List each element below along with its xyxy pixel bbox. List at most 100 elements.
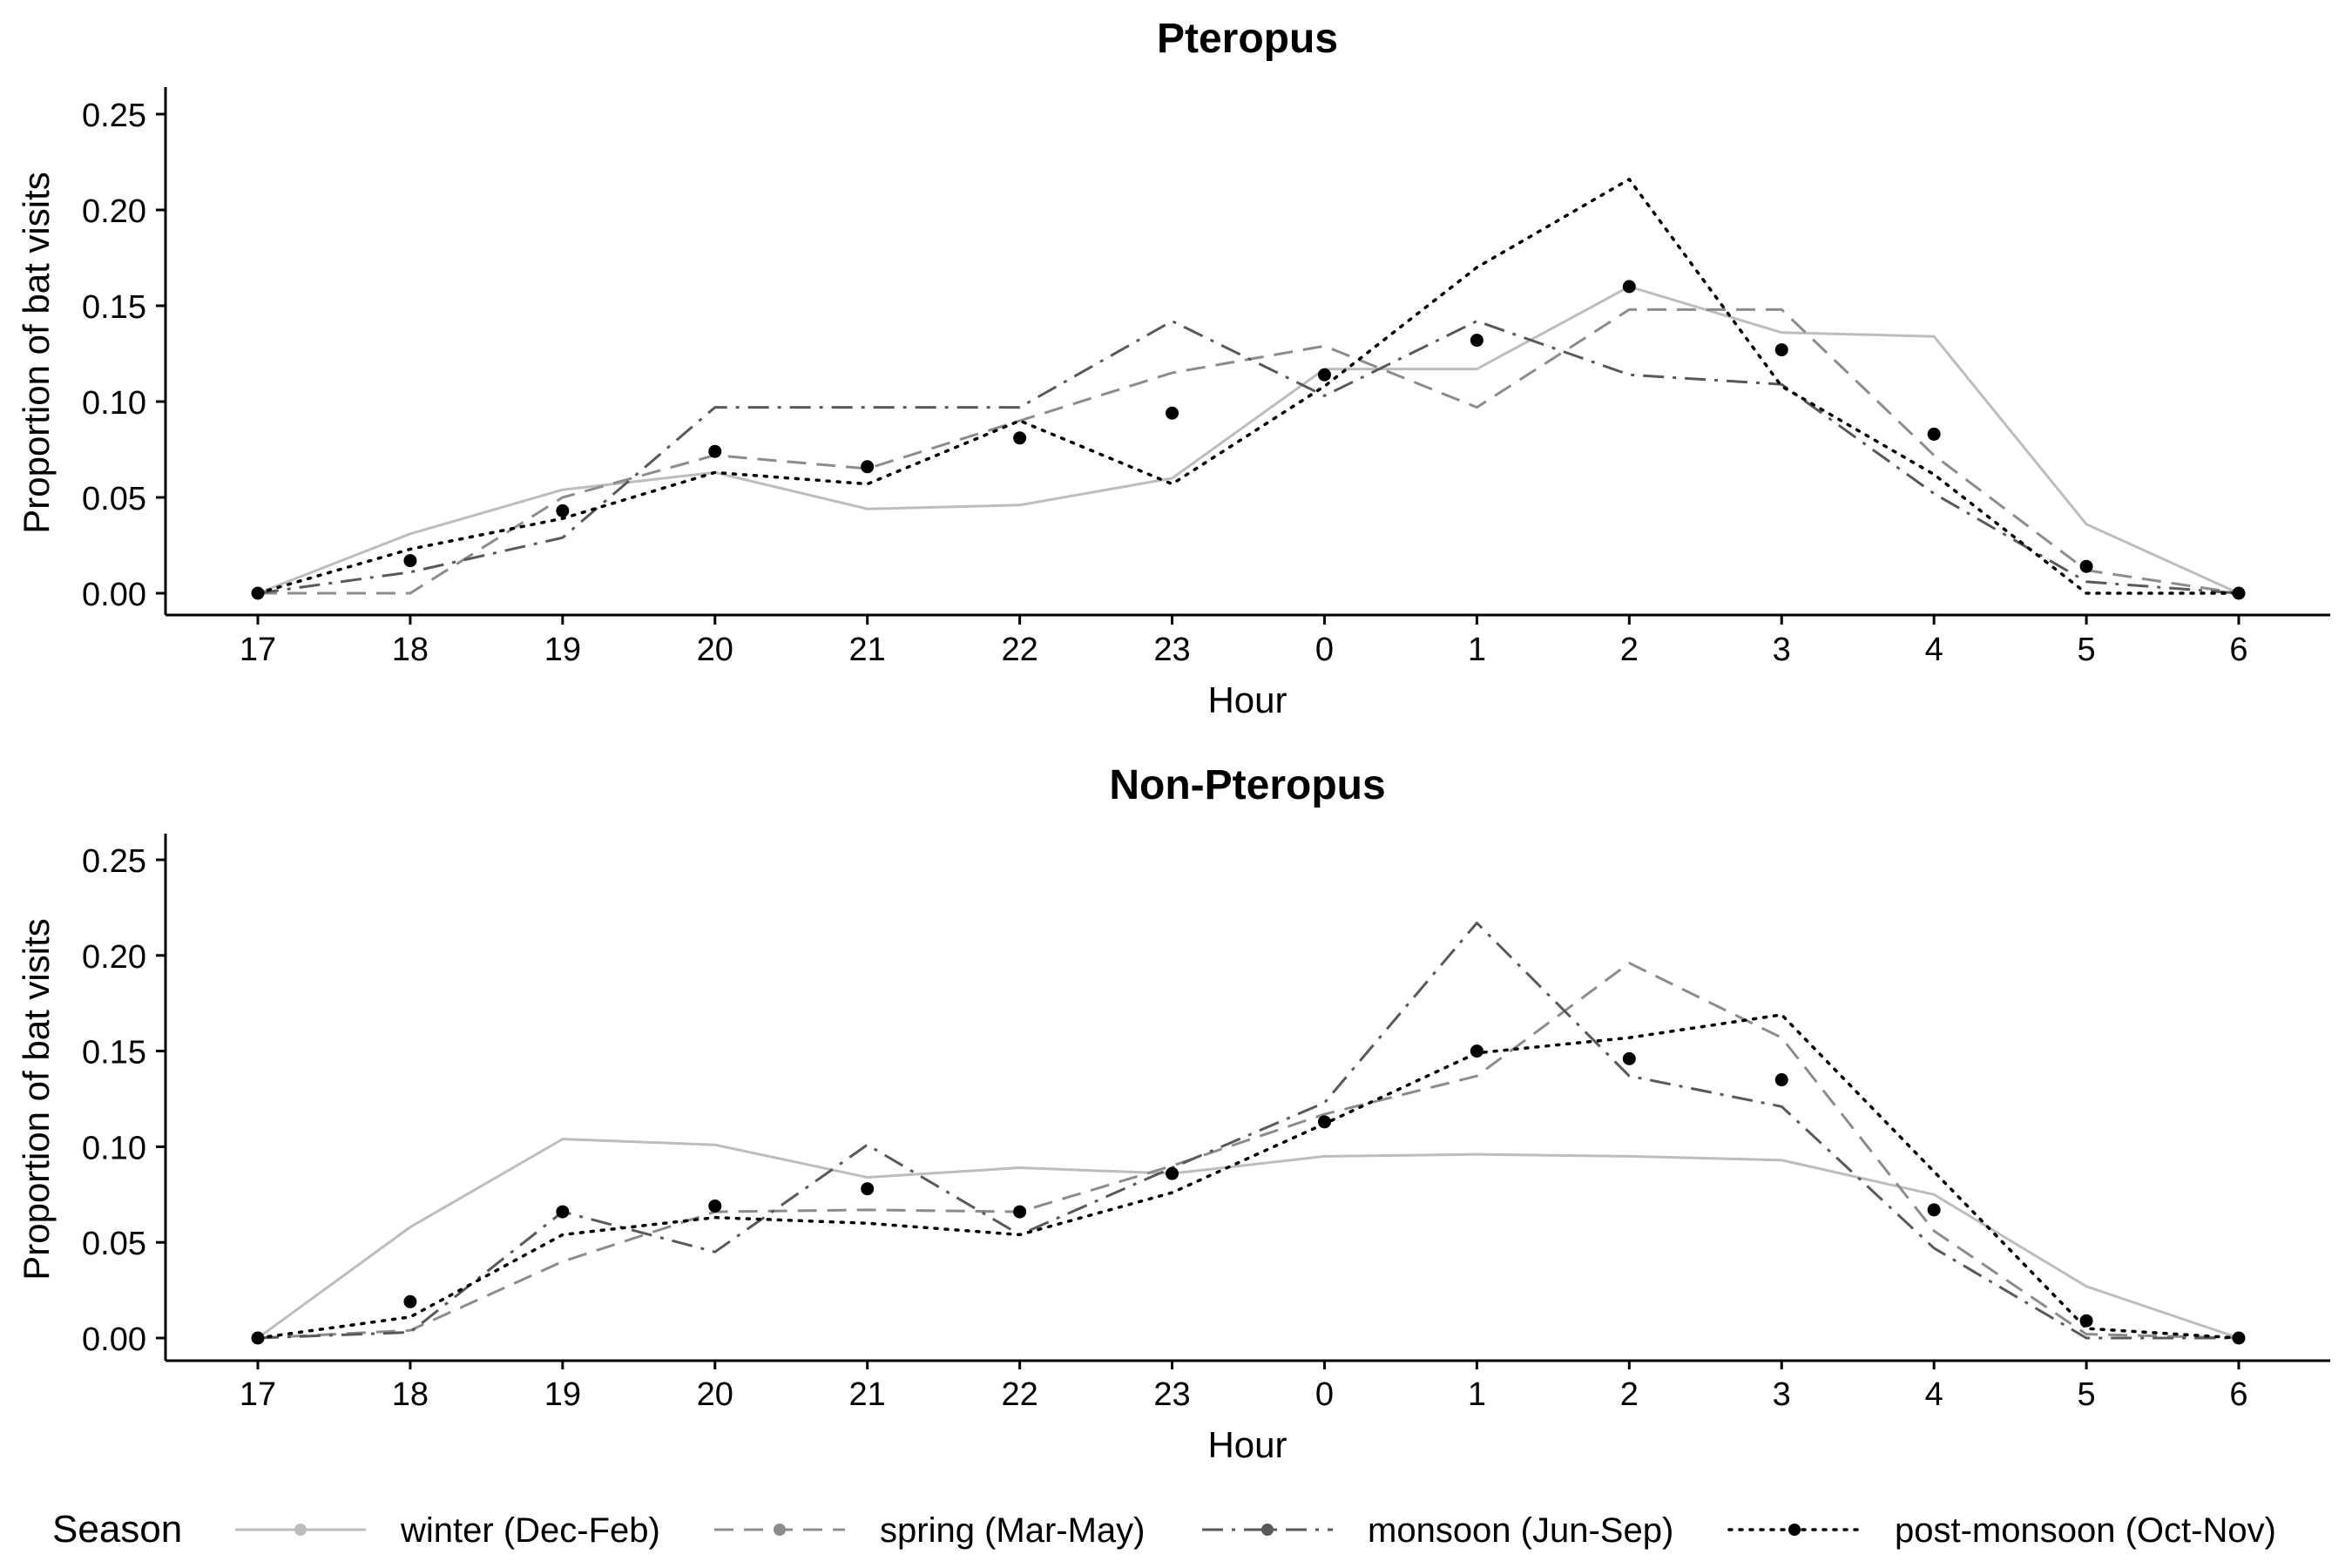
data-point <box>1927 1203 1941 1217</box>
series-line-dashed <box>258 308 2240 595</box>
series-line-dashed <box>257 962 2240 1340</box>
y-tick-label: 0.00 <box>82 577 146 613</box>
legend-label: spring (Mar-May) <box>880 1511 1145 1550</box>
series-line-dotted <box>256 1013 2240 1340</box>
x-tick-label: 4 <box>1925 632 1943 668</box>
x-tick-label: 5 <box>2078 1376 2096 1413</box>
legend-key-point <box>774 1524 786 1536</box>
chart-title: Non-Pteropus <box>1109 762 1385 808</box>
data-point <box>1166 406 1179 420</box>
data-point <box>1013 431 1027 445</box>
data-point <box>708 444 722 458</box>
x-ticks: 17 18 19 20 21 22 23 0 1 2 3 4 5 6 <box>240 615 2248 668</box>
x-tick-label: 21 <box>849 632 886 668</box>
mean-points <box>251 1044 2246 1345</box>
data-point <box>2079 559 2093 573</box>
legend-title: Season <box>52 1508 182 1551</box>
data-point <box>556 504 570 517</box>
data-point <box>1470 334 1484 348</box>
x-tick-label: 0 <box>1315 1376 1334 1413</box>
x-tick-label: 19 <box>544 1376 581 1413</box>
x-tick-label: 1 <box>1468 632 1486 668</box>
y-axis-label: Proportion of bat visits <box>16 918 57 1281</box>
data-point <box>861 1182 875 1196</box>
x-tick-label: 17 <box>240 1376 276 1413</box>
chart-title: Pteropus <box>1157 16 1338 62</box>
legend-item: winter (Dec-Feb) <box>235 1511 660 1550</box>
x-tick-label: 20 <box>697 1376 733 1413</box>
x-tick-label: 0 <box>1315 632 1334 668</box>
data-point <box>1470 1044 1484 1058</box>
y-tick-label: 0.00 <box>82 1321 146 1358</box>
data-point <box>2232 1331 2246 1345</box>
legend-label: winter (Dec-Feb) <box>400 1511 660 1550</box>
y-tick-label: 0.25 <box>82 98 146 134</box>
data-point <box>251 586 265 600</box>
x-axis-label: Hour <box>1207 1424 1287 1465</box>
series-group <box>256 921 2240 1340</box>
data-point <box>708 1199 722 1213</box>
y-ticks: 0.00 0.05 0.10 0.15 0.20 0.25 <box>82 98 166 613</box>
x-tick-label: 3 <box>1773 1376 1791 1413</box>
legend-label: monsoon (Jun-Sep) <box>1368 1511 1673 1550</box>
legend-item: post-monsoon (Oct-Nov) <box>1727 1511 2276 1550</box>
legend-item: spring (Mar-May) <box>714 1511 1145 1550</box>
x-tick-label: 19 <box>544 632 581 668</box>
x-ticks: 17 18 19 20 21 22 23 0 1 2 3 4 5 6 <box>240 1360 2248 1413</box>
y-tick-label: 0.15 <box>82 1035 146 1071</box>
x-tick-label: 22 <box>1001 632 1037 668</box>
series-group <box>256 178 2240 595</box>
panel-pteropus: Pteropus Proportion of bat visits Hour 0… <box>16 16 2330 720</box>
legend-key-point <box>294 1524 307 1536</box>
x-axis-label: Hour <box>1207 679 1287 720</box>
y-tick-label: 0.10 <box>82 1130 146 1166</box>
x-tick-label: 1 <box>1468 1376 1486 1413</box>
series-line-solid <box>257 1138 2240 1340</box>
data-point <box>1774 343 1788 357</box>
x-tick-label: 6 <box>2229 1376 2247 1413</box>
panel-non-pteropus: Non-Pteropus Proportion of bat visits Ho… <box>16 762 2330 1465</box>
data-point <box>1317 1115 1331 1129</box>
data-point <box>1166 1166 1179 1180</box>
data-point <box>403 554 417 568</box>
data-point <box>1774 1073 1788 1087</box>
x-tick-label: 3 <box>1773 632 1791 668</box>
data-point <box>556 1205 570 1219</box>
x-tick-label: 18 <box>392 1376 429 1413</box>
data-point <box>1622 1051 1636 1065</box>
y-tick-label: 0.20 <box>82 193 146 230</box>
x-tick-label: 23 <box>1153 632 1190 668</box>
x-tick-label: 20 <box>697 632 733 668</box>
legend-item: monsoon (Jun-Sep) <box>1202 1511 1673 1550</box>
x-tick-label: 18 <box>392 632 429 668</box>
legend-label: post-monsoon (Oct-Nov) <box>1895 1511 2276 1550</box>
data-point <box>861 460 875 474</box>
y-axis-label: Proportion of bat visits <box>16 172 57 534</box>
data-point <box>251 1331 265 1345</box>
y-tick-label: 0.05 <box>82 1226 146 1262</box>
series-line-dotdash <box>257 921 2239 1340</box>
x-tick-label: 17 <box>240 632 276 668</box>
legend-key-point <box>1788 1524 1801 1536</box>
series-line-dotted <box>256 178 2240 595</box>
legend: Season winter (Dec-Feb) spring (Mar-May) m… <box>52 1508 2276 1551</box>
x-tick-label: 22 <box>1001 1376 1037 1413</box>
x-tick-label: 6 <box>2229 632 2247 668</box>
data-point <box>403 1294 417 1308</box>
y-tick-label: 0.20 <box>82 939 146 976</box>
x-tick-label: 23 <box>1153 1376 1190 1413</box>
data-point <box>2079 1314 2093 1328</box>
x-tick-label: 21 <box>849 1376 886 1413</box>
y-tick-label: 0.25 <box>82 843 146 880</box>
data-point <box>1622 280 1636 294</box>
y-tick-label: 0.15 <box>82 289 146 326</box>
mean-points <box>251 280 2246 600</box>
legend-items: winter (Dec-Feb) spring (Mar-May) monsoon … <box>235 1511 2276 1550</box>
legend-key-point <box>1261 1524 1274 1536</box>
y-tick-label: 0.05 <box>82 481 146 517</box>
y-ticks: 0.00 0.05 0.10 0.15 0.20 0.25 <box>82 843 166 1358</box>
data-point <box>2232 586 2246 600</box>
data-point <box>1927 427 1941 441</box>
x-tick-label: 4 <box>1925 1376 1943 1413</box>
